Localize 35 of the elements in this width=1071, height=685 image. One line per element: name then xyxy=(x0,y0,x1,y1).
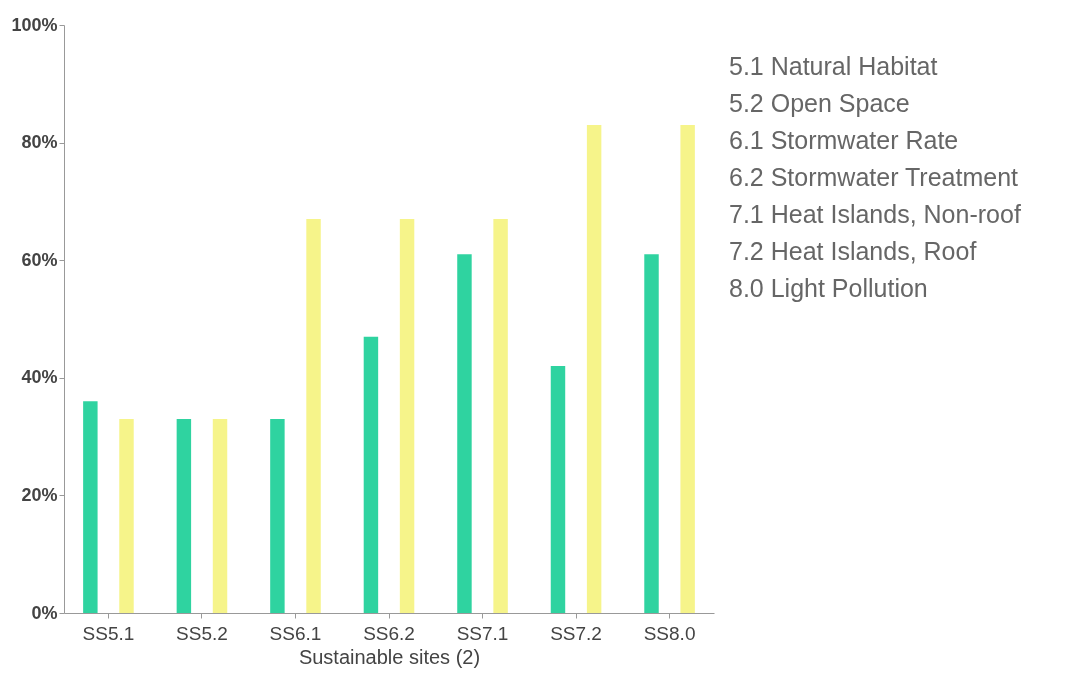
x-tick-label: SS7.1 xyxy=(456,622,509,644)
x-axis-title: Sustainable sites (2) xyxy=(298,645,481,668)
x-tick-label: SS6.1 xyxy=(269,622,322,644)
bar xyxy=(493,219,508,613)
bar xyxy=(306,219,321,613)
x-tick-label: SS5.1 xyxy=(82,622,135,644)
text: 5.2 Open Space xyxy=(729,88,911,119)
text: 5.1 Natural Habitat xyxy=(729,51,939,82)
y-tick-label: 60% xyxy=(21,249,58,270)
bar xyxy=(83,401,98,613)
text: 6.2 Stormwater Treatment xyxy=(729,162,1019,193)
bar xyxy=(680,124,695,613)
x-tick-label: SS5.2 xyxy=(176,622,228,644)
text: 7.1 Heat Islands, Non-roof xyxy=(729,199,1021,230)
bar xyxy=(399,219,415,613)
bar xyxy=(644,254,659,613)
text: 7.2 Heat Islands, Roof xyxy=(729,236,978,267)
y-tick-label: 40% xyxy=(21,367,58,388)
x-tick-label: SS8.0 xyxy=(643,622,696,644)
text: 8.0 Light Pollution xyxy=(729,273,929,304)
y-tick-label: 20% xyxy=(21,484,58,505)
y-tick-label: 0% xyxy=(31,602,58,623)
bar xyxy=(270,418,285,613)
text: 6.1 Stormwater Rate xyxy=(729,125,960,156)
bar xyxy=(119,418,134,613)
x-tick-label: SS6.2 xyxy=(363,622,415,644)
bar xyxy=(363,336,379,613)
bar xyxy=(176,418,192,613)
x-tick-label: SS7.2 xyxy=(550,622,602,644)
y-tick-label: 80% xyxy=(21,132,58,153)
bar xyxy=(550,366,566,613)
bar xyxy=(457,254,472,613)
y-tick-label: 100% xyxy=(11,14,58,35)
bar xyxy=(212,418,228,613)
bar xyxy=(586,124,602,613)
